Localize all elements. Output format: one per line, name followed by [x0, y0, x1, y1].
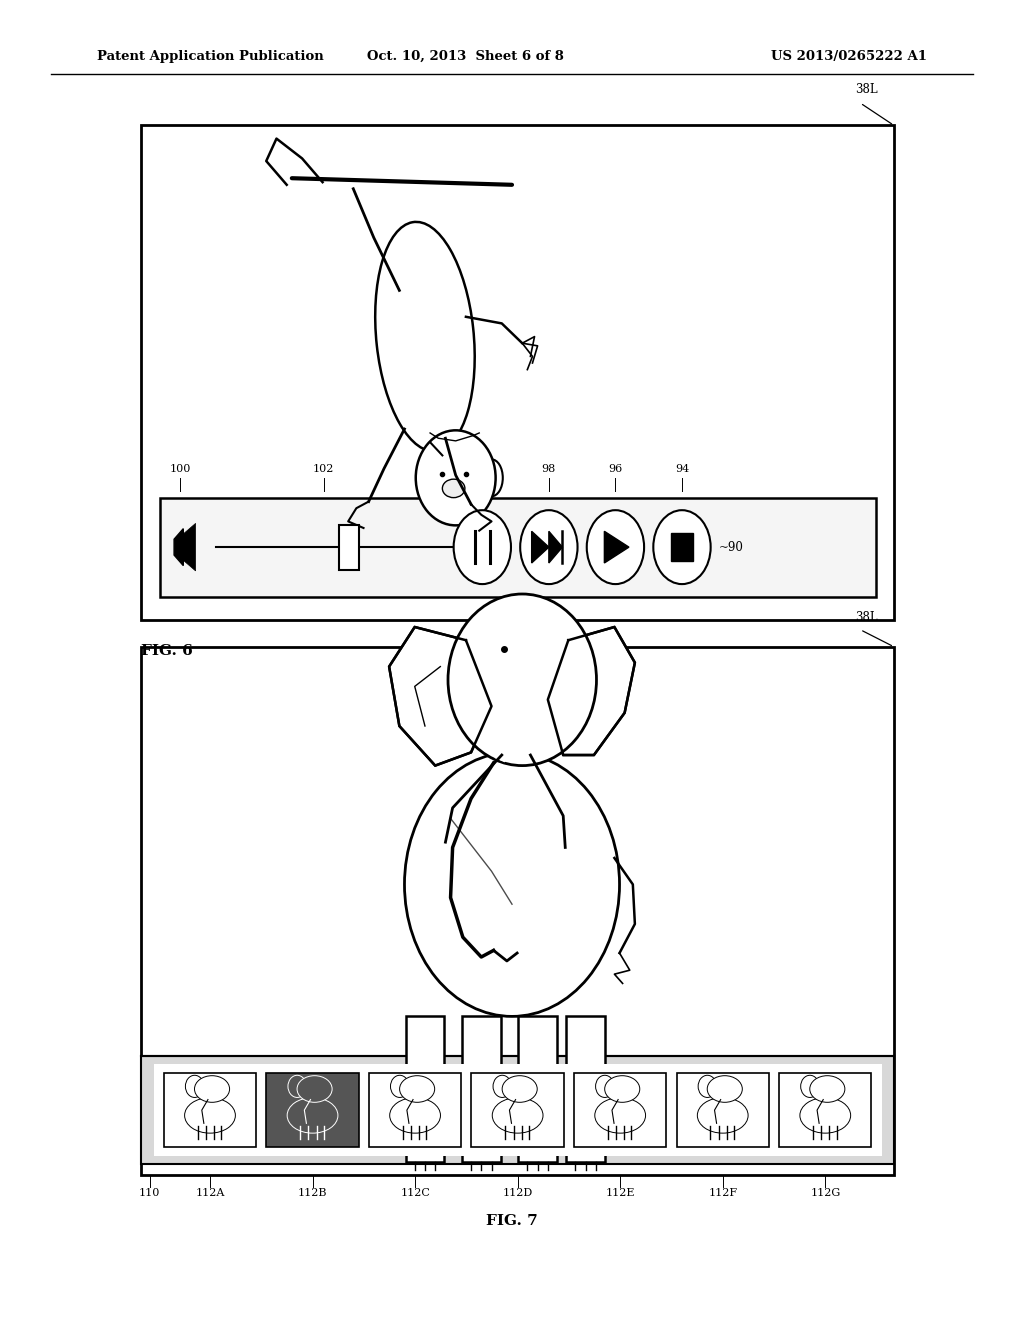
Bar	[566, 1016, 605, 1162]
Ellipse shape	[288, 1076, 306, 1097]
Ellipse shape	[416, 430, 496, 525]
Bar	[141, 125, 894, 620]
Circle shape	[454, 510, 511, 583]
Text: 112F: 112F	[709, 1188, 737, 1199]
Ellipse shape	[810, 1076, 845, 1102]
Text: 100: 100	[170, 463, 190, 474]
Polygon shape	[389, 627, 492, 766]
Bar	[671, 533, 693, 561]
Bar	[339, 525, 359, 570]
Bar	[164, 1073, 256, 1147]
Ellipse shape	[493, 1098, 543, 1133]
Bar	[779, 1073, 871, 1147]
Ellipse shape	[297, 1076, 332, 1102]
Ellipse shape	[708, 1076, 742, 1102]
Ellipse shape	[185, 1076, 204, 1097]
Text: 112A: 112A	[196, 1188, 224, 1199]
Text: 112C: 112C	[400, 1188, 430, 1199]
Ellipse shape	[442, 479, 465, 498]
Text: FIG. 6: FIG. 6	[141, 644, 194, 659]
Ellipse shape	[404, 752, 620, 1016]
Bar	[574, 1073, 667, 1147]
Circle shape	[587, 510, 644, 583]
Text: 112D: 112D	[503, 1188, 532, 1199]
Bar	[154, 1064, 882, 1156]
Bar	[369, 1073, 461, 1147]
Ellipse shape	[449, 594, 596, 766]
Text: Oct. 10, 2013  Sheet 6 of 8: Oct. 10, 2013 Sheet 6 of 8	[368, 50, 564, 63]
Text: FIG. 7: FIG. 7	[486, 1214, 538, 1229]
Text: 112G: 112G	[810, 1188, 841, 1199]
Text: 110: 110	[139, 1188, 160, 1199]
Ellipse shape	[595, 1098, 645, 1133]
Bar	[471, 1073, 564, 1147]
Text: 96: 96	[608, 463, 623, 474]
Polygon shape	[548, 627, 635, 755]
Ellipse shape	[801, 1076, 819, 1097]
Ellipse shape	[480, 459, 503, 496]
Circle shape	[520, 510, 578, 583]
Bar	[677, 1073, 769, 1147]
Ellipse shape	[596, 1076, 614, 1097]
Ellipse shape	[800, 1098, 851, 1133]
Polygon shape	[604, 531, 629, 562]
Ellipse shape	[390, 1076, 409, 1097]
Ellipse shape	[375, 222, 475, 451]
Ellipse shape	[502, 1076, 538, 1102]
Ellipse shape	[493, 1076, 512, 1097]
Ellipse shape	[287, 1098, 338, 1133]
Circle shape	[653, 510, 711, 583]
Bar	[160, 498, 876, 597]
Polygon shape	[549, 531, 562, 562]
Text: 102: 102	[313, 463, 334, 474]
Text: 38L: 38L	[855, 611, 878, 624]
Text: 112B: 112B	[298, 1188, 328, 1199]
Bar	[141, 1056, 894, 1164]
Bar	[141, 647, 894, 1175]
Ellipse shape	[697, 1098, 749, 1133]
Ellipse shape	[605, 1076, 640, 1102]
Text: 98: 98	[542, 463, 556, 474]
Polygon shape	[183, 523, 196, 570]
Ellipse shape	[399, 1076, 434, 1102]
Text: 38L: 38L	[855, 83, 878, 96]
Polygon shape	[531, 531, 549, 562]
Bar	[266, 1073, 358, 1147]
Ellipse shape	[390, 1098, 440, 1133]
Text: 112E: 112E	[605, 1188, 635, 1199]
Text: US 2013/0265222 A1: US 2013/0265222 A1	[771, 50, 927, 63]
Ellipse shape	[195, 1076, 229, 1102]
Text: 92: 92	[475, 463, 489, 474]
Bar	[406, 1016, 444, 1162]
Text: Patent Application Publication: Patent Application Publication	[97, 50, 324, 63]
Text: 94: 94	[675, 463, 689, 474]
Ellipse shape	[698, 1076, 717, 1097]
Ellipse shape	[184, 1098, 236, 1133]
Bar	[518, 1016, 557, 1162]
Polygon shape	[174, 528, 183, 565]
Text: ~90: ~90	[719, 541, 743, 553]
Bar	[462, 1016, 501, 1162]
